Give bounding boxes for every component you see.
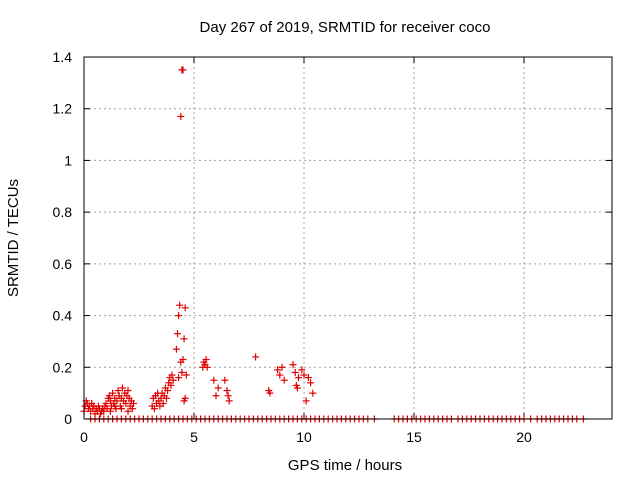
data-point xyxy=(182,371,190,379)
data-point xyxy=(276,371,284,379)
data-point xyxy=(181,304,189,312)
data-point xyxy=(128,405,136,413)
data-point xyxy=(223,387,231,395)
data-point xyxy=(109,389,117,397)
data-point xyxy=(164,387,172,395)
y-tick-label: 0.6 xyxy=(53,256,73,272)
data-point xyxy=(168,371,176,379)
plot-frame xyxy=(83,56,613,420)
x-axis-label: GPS time / hours xyxy=(288,457,402,474)
data-point xyxy=(102,399,110,407)
y-tick-label: 0.2 xyxy=(53,359,73,375)
y-tick-label: 1.4 xyxy=(53,49,73,65)
data-point xyxy=(224,392,232,400)
data-point xyxy=(214,384,222,392)
data-point xyxy=(124,407,132,415)
data-point xyxy=(210,376,218,384)
data-point xyxy=(221,376,229,384)
y-tick-label: 0 xyxy=(64,411,72,427)
data-point xyxy=(289,361,297,369)
chart-title: Day 267 of 2019, SRMTID for receiver coc… xyxy=(200,19,491,36)
data-point xyxy=(174,330,181,338)
data-point xyxy=(302,397,310,405)
data-point xyxy=(293,384,301,392)
y-tick-label: 1.2 xyxy=(53,101,73,117)
data-point xyxy=(212,392,220,400)
data-point xyxy=(300,371,308,379)
data-point xyxy=(117,405,125,413)
data-point xyxy=(307,379,315,387)
data-point xyxy=(150,405,158,413)
y-tick-label: 1 xyxy=(64,152,72,168)
x-tick-label: 15 xyxy=(406,429,422,445)
data-point xyxy=(178,368,186,376)
data-point xyxy=(172,345,180,353)
data-point xyxy=(304,374,312,382)
data-point xyxy=(298,366,306,374)
x-tick-label: 0 xyxy=(80,429,88,445)
data-point xyxy=(163,394,170,402)
data-point xyxy=(159,399,167,407)
y-axis-label: SRMTID / TECUs xyxy=(5,179,22,297)
data-point xyxy=(309,389,317,397)
data-point xyxy=(176,301,184,309)
data-point xyxy=(119,384,126,392)
data-point xyxy=(177,112,185,120)
data-points xyxy=(80,66,587,423)
data-point xyxy=(175,374,183,382)
data-point xyxy=(113,397,121,405)
data-point xyxy=(180,335,188,343)
data-point xyxy=(295,374,302,382)
data-point xyxy=(179,66,187,74)
data-point xyxy=(106,407,114,415)
data-point xyxy=(280,376,288,384)
data-point xyxy=(274,366,282,374)
data-point xyxy=(252,353,260,361)
data-point xyxy=(130,399,137,407)
data-point xyxy=(122,399,130,407)
data-point xyxy=(124,387,132,395)
y-tick-label: 0.8 xyxy=(53,204,73,220)
data-point xyxy=(266,389,274,397)
data-point xyxy=(225,397,233,405)
data-point xyxy=(114,387,122,395)
data-point xyxy=(169,376,177,384)
data-point xyxy=(167,381,175,389)
grid-layer xyxy=(84,57,612,419)
data-point xyxy=(179,356,187,364)
y-tick-label: 0.4 xyxy=(53,308,73,324)
data-point xyxy=(278,363,286,371)
data-point xyxy=(181,394,189,402)
ticks-layer: 0 0.2 0.4 0.6 0.8 1 1.2 1.4 0 5 10 15 20 xyxy=(53,49,612,445)
data-point xyxy=(175,312,183,320)
x-tick-label: 10 xyxy=(296,429,312,445)
data-point xyxy=(291,368,299,376)
x-tick-label: 5 xyxy=(190,429,198,445)
data-point xyxy=(203,363,211,371)
x-tick-label: 20 xyxy=(516,429,532,445)
data-point xyxy=(202,356,210,364)
data-point xyxy=(111,402,119,410)
